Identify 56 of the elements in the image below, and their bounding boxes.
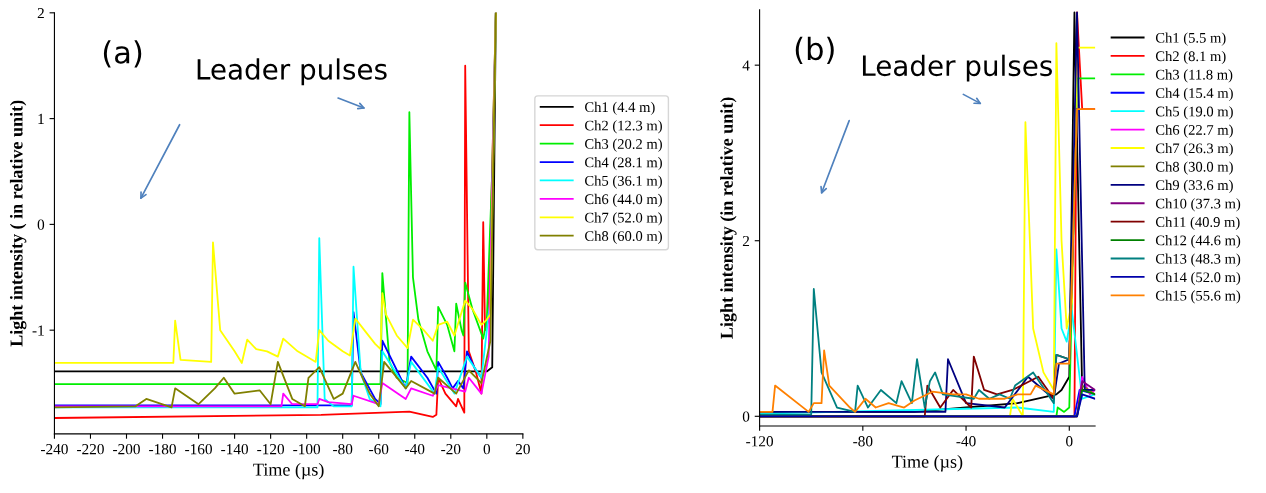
legend-label: Ch10 (37.3 m) <box>1155 198 1241 212</box>
x-tick-label: 0 <box>1066 436 1073 447</box>
legend-label: Ch4 (28.1 m) <box>585 157 662 171</box>
x-tick-label: -80 <box>853 436 873 447</box>
legend-label: Ch13 (48.3 m) <box>1155 253 1241 267</box>
y-tick-label: -1 <box>32 325 44 336</box>
y-tick-label: 4 <box>742 60 750 71</box>
legend-label: Ch14 (52.0 m) <box>1155 271 1241 286</box>
x-tick-label: -80 <box>333 444 353 455</box>
annotation: (b) <box>795 36 834 64</box>
x-tick-label: -40 <box>405 444 425 455</box>
annotation: Leader pulses <box>197 58 387 86</box>
legend-label: Ch1 (5.5 m) <box>1155 32 1226 46</box>
x-tick-label: -100 <box>293 444 321 455</box>
legend-label: Ch5 (19.0 m) <box>1155 106 1233 120</box>
legend-label: Ch9 (33.6 m) <box>1155 179 1233 194</box>
legend-label: Ch3 (11.8 m) <box>1155 69 1233 83</box>
legend-label: Ch8 (60.0 m) <box>585 230 662 244</box>
annotation: Leader pulses <box>862 54 1052 82</box>
x-tick-label: -200 <box>113 444 140 455</box>
x-tick-label: -240 <box>41 444 68 455</box>
legend-label: Ch5 (36.1 m) <box>585 175 662 189</box>
legend-label: Ch11 (40.9 m) <box>1155 216 1240 230</box>
x-tick-label: -120 <box>746 436 774 447</box>
x-tick-label: -40 <box>956 436 976 447</box>
legend-label: Ch4 (15.4 m) <box>1155 87 1233 101</box>
x-tick-label: 20 <box>515 444 530 455</box>
legend-label: Ch6 (44.0 m) <box>585 193 662 208</box>
legend-label: Ch6 (22.7 m) <box>1155 124 1233 138</box>
x-tick-label: -120 <box>257 444 285 455</box>
y-tick-label: 0 <box>742 411 750 422</box>
x-axis-title: Time (µs) <box>253 462 324 480</box>
x-tick-label: -60 <box>369 444 389 455</box>
x-tick-label: -160 <box>185 444 212 455</box>
legend-label: Ch2 (8.1 m) <box>1155 50 1226 65</box>
y-tick-label: 0 <box>37 219 45 230</box>
legend-label: Ch2 (12.3 m) <box>585 120 662 134</box>
legend-label: Ch3 (20.2 m) <box>585 138 662 152</box>
x-axis-title: Time (µs) <box>891 455 963 472</box>
legend-label: Ch12 (44.6 m) <box>1155 235 1241 249</box>
x-tick-label: -180 <box>149 444 176 455</box>
legend-label: Ch8 (30.0 m) <box>1155 161 1233 175</box>
legend-label: Ch7 (26.3 m) <box>1155 142 1233 157</box>
x-tick-label: -140 <box>221 444 249 455</box>
x-tick-label: 0 <box>483 444 491 455</box>
legend-label: Ch1 (4.4 m) <box>585 101 655 115</box>
y-tick-label: 2 <box>742 235 750 247</box>
legend-label: Ch7 (52.0 m) <box>585 212 662 226</box>
y-tick-label: 1 <box>38 113 44 124</box>
x-tick-label: -220 <box>77 444 104 455</box>
y-axis-title: Light intensity (in relative unit) <box>720 97 737 339</box>
legend-label: Ch15 (55.6 m) <box>1155 290 1241 304</box>
x-tick-label: -20 <box>441 444 461 455</box>
y-axis-title: Light intensity ( in relative unit) <box>9 100 27 347</box>
y-tick-label: 2 <box>37 8 44 19</box>
annotation: (a) <box>103 40 142 68</box>
